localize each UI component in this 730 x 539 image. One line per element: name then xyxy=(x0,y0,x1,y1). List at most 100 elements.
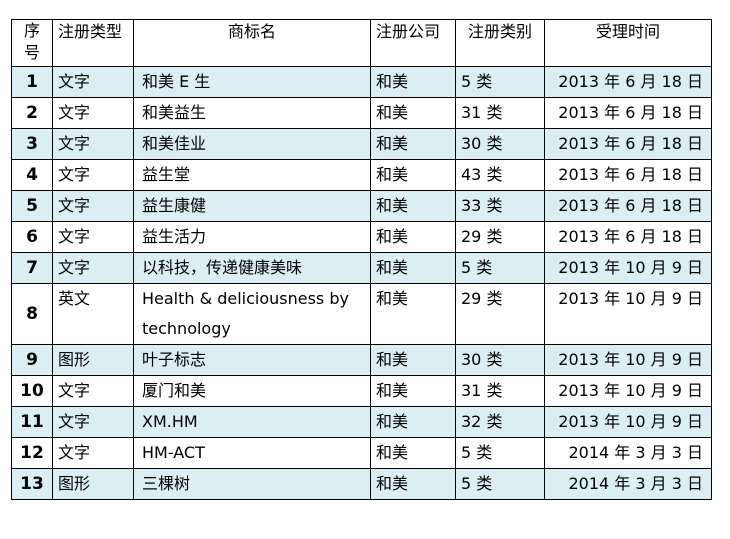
filing-date: 2013 年 6 月 18 日 xyxy=(544,190,712,222)
table-row: 10 文字 厦门和美 和美 31 类 2013 年 10 月 9 日 xyxy=(11,375,712,407)
registration-type: 图形 xyxy=(52,468,134,500)
header-no-text: 序号 xyxy=(24,21,41,62)
registrant-company: 和美 xyxy=(370,468,456,500)
trademark-table: 序号 注册类型 商标名 注册公司 注册类别 受理时间 1 文字 和美 E 生和美 5 … xyxy=(11,19,712,500)
registrant-company: 和美 xyxy=(370,97,456,129)
registrant-company: 和美 xyxy=(370,66,456,98)
trademark-name: 和美 E 生 xyxy=(133,66,371,98)
registration-class: 43 类 xyxy=(455,159,545,191)
registration-class: 5 类 xyxy=(455,468,545,500)
registration-class: 5 类 xyxy=(455,252,545,284)
registration-type: 文字 xyxy=(52,97,134,129)
registrant-company: 和美 xyxy=(370,221,456,253)
registrant-company: 和美 xyxy=(370,375,456,407)
header-company: 注册公司 xyxy=(370,19,456,67)
table-row: 1 文字 和美 E 生和美 5 类 2013 年 6 月 18 日 xyxy=(11,66,712,98)
row-number: 3 xyxy=(11,128,53,160)
row-number: 4 xyxy=(11,159,53,191)
filing-date: 2013 年 10 月 9 日 xyxy=(544,375,712,407)
trademark-name: 益生活力 xyxy=(133,221,371,253)
filing-date: 2013 年 10 月 9 日 xyxy=(544,344,712,376)
header-row: 序号 注册类型 商标名 注册公司 注册类别 受理时间 xyxy=(11,19,712,67)
header-date: 受理时间 xyxy=(544,19,712,67)
row-number: 1 xyxy=(11,66,53,98)
row-number: 8 xyxy=(11,283,53,345)
filing-date: 2013 年 10 月 9 日 xyxy=(544,406,712,438)
registrant-company: 和美 xyxy=(370,344,456,376)
registration-class: 29 类 xyxy=(455,283,545,345)
trademark-name: XM.HM xyxy=(133,406,371,438)
registration-type: 文字 xyxy=(52,221,134,253)
registrant-company: 和美 xyxy=(370,128,456,160)
registrant-company: 和美 xyxy=(370,252,456,284)
header-class: 注册类别 xyxy=(455,19,545,67)
trademark-name: 叶子标志 xyxy=(133,344,371,376)
filing-date: 2013 年 6 月 18 日 xyxy=(544,159,712,191)
table-row: 13 图形 三棵树 和美 5 类 2014 年 3 月 3 日 xyxy=(11,468,712,500)
filing-date: 2013 年 6 月 18 日 xyxy=(544,221,712,253)
row-number: 12 xyxy=(11,437,53,469)
registration-type: 文字 xyxy=(52,437,134,469)
trademark-name: 益生康健 xyxy=(133,190,371,222)
registrant-company: 和美 xyxy=(370,283,456,345)
registration-type: 文字 xyxy=(52,66,134,98)
table-row: 8 英文 Health & deliciousness by technology 和… xyxy=(11,283,712,345)
row-number: 13 xyxy=(11,468,53,500)
registration-type: 文字 xyxy=(52,252,134,284)
table-row: 9 图形 叶子标志 和美 30 类 2013 年 10 月 9 日 xyxy=(11,344,712,376)
table-row: 6 文字 益生活力 和美 29 类 2013 年 6 月 18 日 xyxy=(11,221,712,253)
table-row: 2 文字 和美益生 和美 31 类 2013 年 6 月 18 日 xyxy=(11,97,712,129)
filing-date: 2013 年 10 月 9 日 xyxy=(544,252,712,284)
row-number: 6 xyxy=(11,221,53,253)
registration-class: 5 类 xyxy=(455,437,545,469)
trademark-name: 厦门和美 xyxy=(133,375,371,407)
header-no: 序号 xyxy=(11,19,53,67)
row-number: 11 xyxy=(11,406,53,438)
header-name: 商标名 xyxy=(133,19,371,67)
filing-date: 2014 年 3 月 3 日 xyxy=(544,468,712,500)
row-number: 5 xyxy=(11,190,53,222)
row-number: 7 xyxy=(11,252,53,284)
trademark-name: 和美佳业 xyxy=(133,128,371,160)
registration-type: 文字 xyxy=(52,375,134,407)
registration-type: 图形 xyxy=(52,344,134,376)
trademark-name: HM-ACT xyxy=(133,437,371,469)
header-type: 注册类型 xyxy=(52,19,134,67)
registration-class: 29 类 xyxy=(455,221,545,253)
row-number: 9 xyxy=(11,344,53,376)
registration-type: 文字 xyxy=(52,190,134,222)
trademark-name: 三棵树 xyxy=(133,468,371,500)
filing-date: 2014 年 3 月 3 日 xyxy=(544,437,712,469)
filing-date: 2013 年 6 月 18 日 xyxy=(544,128,712,160)
registration-type: 文字 xyxy=(52,128,134,160)
table-row: 3 文字 和美佳业 和美 30 类 2013 年 6 月 18 日 xyxy=(11,128,712,160)
row-number: 2 xyxy=(11,97,53,129)
registration-class: 32 类 xyxy=(455,406,545,438)
registration-class: 31 类 xyxy=(455,97,545,129)
registration-class: 31 类 xyxy=(455,375,545,407)
registrant-company: 和美 xyxy=(370,190,456,222)
filing-date: 2013 年 6 月 18 日 xyxy=(544,66,712,98)
filing-date: 2013 年 10 月 9 日 xyxy=(544,283,712,345)
registration-type: 文字 xyxy=(52,159,134,191)
table-row: 11 文字 XM.HM 和美 32 类 2013 年 10 月 9 日 xyxy=(11,406,712,438)
trademark-name: Health & deliciousness by technology xyxy=(133,283,371,345)
registration-class: 33 类 xyxy=(455,190,545,222)
table-row: 4 文字 益生堂 和美 43 类 2013 年 6 月 18 日 xyxy=(11,159,712,191)
table-row: 12 文字 HM-ACT 和美 5 类 2014 年 3 月 3 日 xyxy=(11,437,712,469)
registration-class: 30 类 xyxy=(455,128,545,160)
trademark-name: 和美益生 xyxy=(133,97,371,129)
filing-date: 2013 年 6 月 18 日 xyxy=(544,97,712,129)
registrant-company: 和美 xyxy=(370,437,456,469)
registration-class: 30 类 xyxy=(455,344,545,376)
registration-type: 英文 xyxy=(52,283,134,345)
registrant-company: 和美 xyxy=(370,159,456,191)
trademark-name: 以科技，传递健康美味 xyxy=(133,252,371,284)
table-body: 1 文字 和美 E 生和美 5 类 2013 年 6 月 18 日 2 文字 和美益生 和美 31… xyxy=(11,66,712,500)
registration-class: 5 类 xyxy=(455,66,545,98)
table-row: 7 文字 以科技，传递健康美味 和美 5 类 2013 年 10 月 9 日 xyxy=(11,252,712,284)
registrant-company: 和美 xyxy=(370,406,456,438)
trademark-name: 益生堂 xyxy=(133,159,371,191)
table-row: 5 文字 益生康健 和美 33 类 2013 年 6 月 18 日 xyxy=(11,190,712,222)
registration-type: 文字 xyxy=(52,406,134,438)
